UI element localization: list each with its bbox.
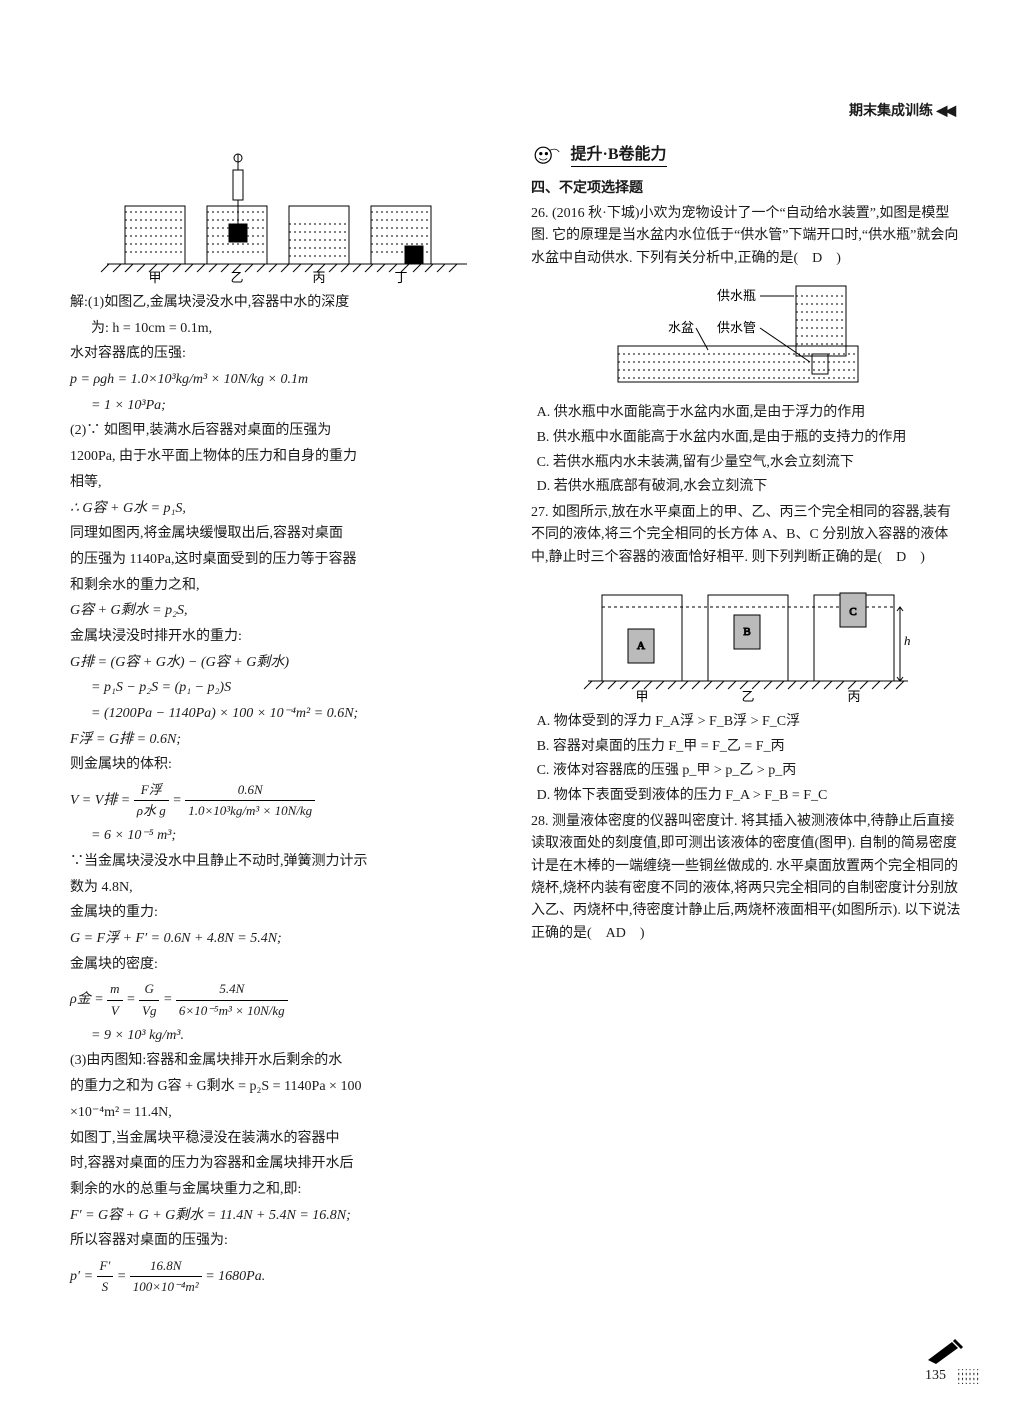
q27-stem: 27. 如图所示,放在水平桌面上的甲、乙、丙三个完全相同的容器,装有不同的液体,… — [531, 502, 964, 569]
svg-text:水盆: 水盆 — [667, 320, 693, 335]
sol-line: ∵当金属块浸没水中且静止不动时,弹簧测力计示 — [70, 851, 503, 873]
sol-line: 解:(1)如图乙,金属块浸没水中,容器中水的深度 — [70, 292, 503, 314]
col-left: 甲 乙 丙 丁 解:(1)如图乙,金属块浸没水中,容器中水的深度 为: h = … — [70, 140, 503, 1301]
section-title: 提升·B卷能力 — [571, 140, 667, 167]
sol-line: 如图丁,当金属块平稳浸没在装满水的容器中 — [70, 1128, 503, 1150]
running-head: 期末集成训练 ◀◀ — [849, 100, 954, 120]
svg-text:供水管: 供水管 — [716, 320, 755, 335]
mascot-icon — [531, 144, 565, 168]
q26-opt: D. 若供水瓶底部有破洞,水会立刻流下 — [531, 476, 964, 498]
sol-line: 相等, — [70, 472, 503, 494]
svg-text:A: A — [637, 640, 645, 652]
sol-line: 剩余的水的总重与金属块重力之和,即: — [70, 1179, 503, 1201]
running-head-arrows: ◀◀ — [936, 104, 954, 119]
q27-opt: A. 物体受到的浮力 F_A浮 > F_B浮 > F_C浮 — [531, 711, 964, 733]
columns: 甲 乙 丙 丁 解:(1)如图乙,金属块浸没水中,容器中水的深度 为: h = … — [70, 140, 964, 1301]
fig-four-beakers: 甲 乙 丙 丁 — [97, 146, 477, 286]
q26-opt: C. 若供水瓶内水未装满,留有少量空气,水会立刻流下 — [531, 452, 964, 474]
sol-line: 同理如图丙,将金属块缓慢取出后,容器对桌面 — [70, 523, 503, 545]
svg-text:甲: 甲 — [148, 270, 161, 285]
eq-density: ρ金 = mV = GVg = 5.4N6×10⁻⁵m³ × 10N/kg — [70, 979, 503, 1020]
svg-text:甲: 甲 — [635, 689, 648, 704]
section-sub: 四、不定项选择题 — [531, 177, 964, 197]
fig-water-feeder: 供水瓶 供水管 水盆 — [598, 276, 898, 396]
page: 期末集成训练 ◀◀ — [0, 0, 1024, 1420]
sol-line: ×10⁻⁴m² = 11.4N, — [70, 1102, 503, 1124]
sol-line: 金属块的密度: — [70, 954, 503, 976]
sol-line: 数为 4.8N, — [70, 877, 503, 899]
sol-line: 的重力之和为 G容 + G剩水 = p₂S = 1140Pa × 100 — [70, 1076, 503, 1098]
sol-line: = 1 × 10³Pa; — [70, 395, 503, 417]
sol-line: 水对容器底的压强: — [70, 343, 503, 365]
q26-stem: 26. (2016 秋·下城)小欢为宠物设计了一个“自动给水装置”,如图是模型图… — [531, 203, 964, 270]
sol-line: ∴ G容 + G水 = p₁S, — [70, 498, 503, 520]
pen-icon — [926, 1338, 966, 1364]
sol-line: p = ρgh = 1.0×10³kg/m³ × 10N/kg × 0.1m — [70, 369, 503, 391]
q28-stem: 28. 测量液体密度的仪器叫密度计. 将其插入被测液体中,待静止后直接读取液面处… — [531, 811, 964, 945]
eq-pressure: p′ = F′S = 16.8N100×10⁻⁴m² = 1680Pa. — [70, 1256, 503, 1297]
sol-line: F′ = G容 + G + G剩水 = 11.4N + 5.4N = 16.8N… — [70, 1205, 503, 1227]
sol-line: 的压强为 1140Pa,这时桌面受到的压力等于容器 — [70, 549, 503, 571]
svg-text:C: C — [849, 606, 856, 618]
q27-opt: C. 液体对容器底的压强 p_甲 > p_乙 > p_丙 — [531, 760, 964, 782]
sol-line: 和剩余水的重力之和, — [70, 575, 503, 597]
eq-volume: V = V排 = F浮ρ水 g = 0.6N1.0×10³kg/m³ × 10N… — [70, 780, 503, 821]
eq-volume-result: = 6 × 10⁻⁵ m³; — [70, 825, 503, 847]
sol-line: 时,容器对桌面的压力为容器和金属块排开水后 — [70, 1153, 503, 1175]
page-dots: :::::::::::::::::: — [957, 1369, 980, 1384]
svg-text:供水瓶: 供水瓶 — [716, 288, 755, 303]
col-right: 提升·B卷能力 四、不定项选择题 26. (2016 秋·下城)小欢为宠物设计了… — [531, 140, 964, 1301]
page-number: 135 — [925, 1368, 946, 1384]
svg-text:乙: 乙 — [741, 689, 754, 704]
sol-line: G排 = (G容 + G水) − (G容 + G剩水) — [70, 652, 503, 674]
svg-text:丙: 丙 — [847, 689, 860, 704]
sol-line: = p₁S − p₂S = (p₁ − p₂)S — [70, 677, 503, 699]
sol-line: G = F浮 + F′ = 0.6N + 4.8N = 5.4N; — [70, 928, 503, 950]
sol-line: (3)由丙图知:容器和金属块排开水后剩余的水 — [70, 1050, 503, 1072]
sol-line: = (1200Pa − 1140Pa) × 100 × 10⁻⁴m² = 0.6… — [70, 703, 503, 725]
eq-lhs: ρ金 = — [70, 992, 104, 1007]
q27-opt: B. 容器对桌面的压力 F_甲 = F_乙 = F_丙 — [531, 736, 964, 758]
eq-lhs: V = V排 = — [70, 793, 130, 808]
section-header: 提升·B卷能力 — [531, 140, 964, 171]
sol-line: 所以容器对桌面的压强为: — [70, 1230, 503, 1252]
sol-line: 1200Pa, 由于水平面上物体的压力和自身的重力 — [70, 446, 503, 468]
eq-density-result: = 9 × 10³ kg/m³. — [70, 1025, 503, 1047]
q26-opt: A. 供水瓶中水面能高于水盆内水面,是由于浮力的作用 — [531, 402, 964, 424]
svg-text:B: B — [743, 626, 750, 638]
q27-opt: D. 物体下表面受到液体的压力 F_A > F_B = F_C — [531, 785, 964, 807]
fig-three-containers: A B C h 甲 乙 丙 — [578, 575, 918, 705]
svg-text:乙: 乙 — [230, 270, 243, 285]
eq-lhs: p′ = — [70, 1269, 93, 1284]
sol-line: 为: h = 10cm = 0.1m, — [70, 318, 503, 340]
sol-line: 金属块浸没时排开水的重力: — [70, 626, 503, 648]
sol-line: (2)∵ 如图甲,装满水后容器对桌面的压强为 — [70, 420, 503, 442]
svg-text:丁: 丁 — [394, 270, 407, 285]
sol-line: 则金属块的体积: — [70, 754, 503, 776]
sol-line: F浮 = G排 = 0.6N; — [70, 729, 503, 751]
sol-line: 金属块的重力: — [70, 902, 503, 924]
svg-text:丙: 丙 — [312, 270, 325, 285]
svg-text:h: h — [904, 633, 911, 648]
q26-opt: B. 供水瓶中水面能高于水盆内水面,是由于瓶的支持力的作用 — [531, 427, 964, 449]
sol-line: G容 + G剩水 = p₂S, — [70, 600, 503, 622]
running-head-text: 期末集成训练 — [849, 104, 933, 119]
